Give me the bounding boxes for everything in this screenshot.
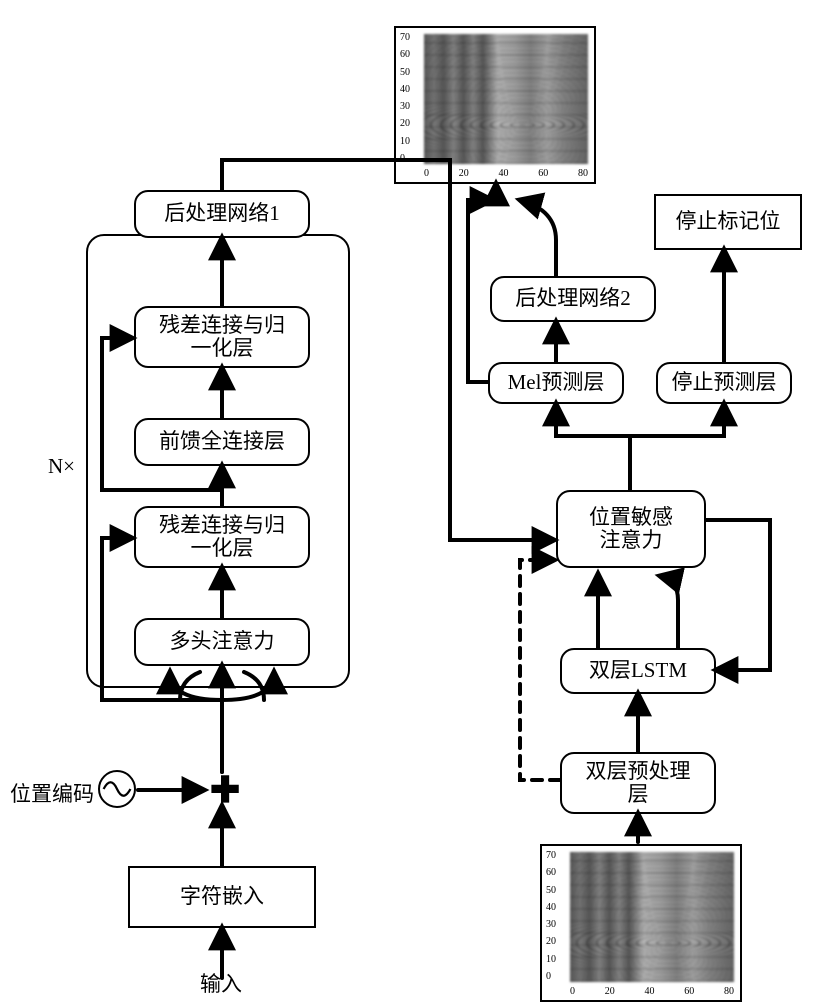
- xticks: 020406080: [424, 168, 588, 180]
- block-char-embed: 字符嵌入: [128, 866, 316, 928]
- yticks: 706050403020100: [546, 850, 568, 982]
- edge-post2-to-spec: [520, 200, 556, 276]
- block-multihead: 多头注意力: [134, 618, 310, 666]
- label: 后处理网络2: [515, 287, 631, 310]
- edge-attn-fb-lstm: [706, 520, 770, 670]
- label: Mel预测层: [508, 371, 605, 394]
- block-resnorm1: 残差连接与归 一化层: [134, 506, 310, 568]
- label: 多头注意力: [170, 630, 275, 653]
- spectrogram-bottom: 706050403020100 020406080: [540, 844, 742, 1002]
- label: 双层LSTM: [589, 659, 687, 682]
- yticks: 706050403020100: [400, 32, 422, 164]
- label: 位置敏感 注意力: [589, 506, 673, 552]
- label: 双层预处理 层: [586, 760, 691, 806]
- xticks: 020406080: [570, 986, 734, 998]
- plus-icon: ✚: [210, 772, 240, 808]
- block-ffn: 前馈全连接层: [134, 418, 310, 466]
- edge-lstm-to-attn-r: [660, 576, 678, 648]
- edge-attn-to-stop: [630, 404, 724, 436]
- label: 字符嵌入: [180, 885, 264, 908]
- edge-prenet-dash: [520, 560, 560, 780]
- label: 残差连接与归 一化层: [159, 514, 285, 560]
- block-resnorm2: 残差连接与归 一化层: [134, 306, 310, 368]
- block-attention: 位置敏感 注意力: [556, 490, 706, 568]
- label: 后处理网络1: [164, 202, 280, 225]
- spectrogram-top: 706050403020100 020406080: [394, 26, 596, 184]
- block-postnet2: 后处理网络2: [490, 276, 656, 322]
- edge-attn-to-mel: [556, 404, 630, 436]
- block-prenet: 双层预处理 层: [560, 752, 716, 814]
- repeat-label: N×: [48, 454, 75, 479]
- label: 前馈全连接层: [159, 430, 285, 453]
- pos-enc-icon: [98, 770, 136, 808]
- pos-enc-label: 位置编码: [10, 778, 94, 808]
- label: 停止标记位: [676, 210, 781, 233]
- input-label: 输入: [200, 968, 242, 998]
- block-stop-proj: 停止预测层: [656, 362, 792, 404]
- block-mel-proj: Mel预测层: [488, 362, 624, 404]
- block-bilstm: 双层LSTM: [560, 648, 716, 694]
- block-postnet1: 后处理网络1: [134, 190, 310, 238]
- label: 停止预测层: [672, 371, 777, 394]
- block-stop-flag: 停止标记位: [654, 194, 802, 250]
- edge-mel-to-spec-skip: [468, 200, 492, 382]
- label: 残差连接与归 一化层: [159, 314, 285, 360]
